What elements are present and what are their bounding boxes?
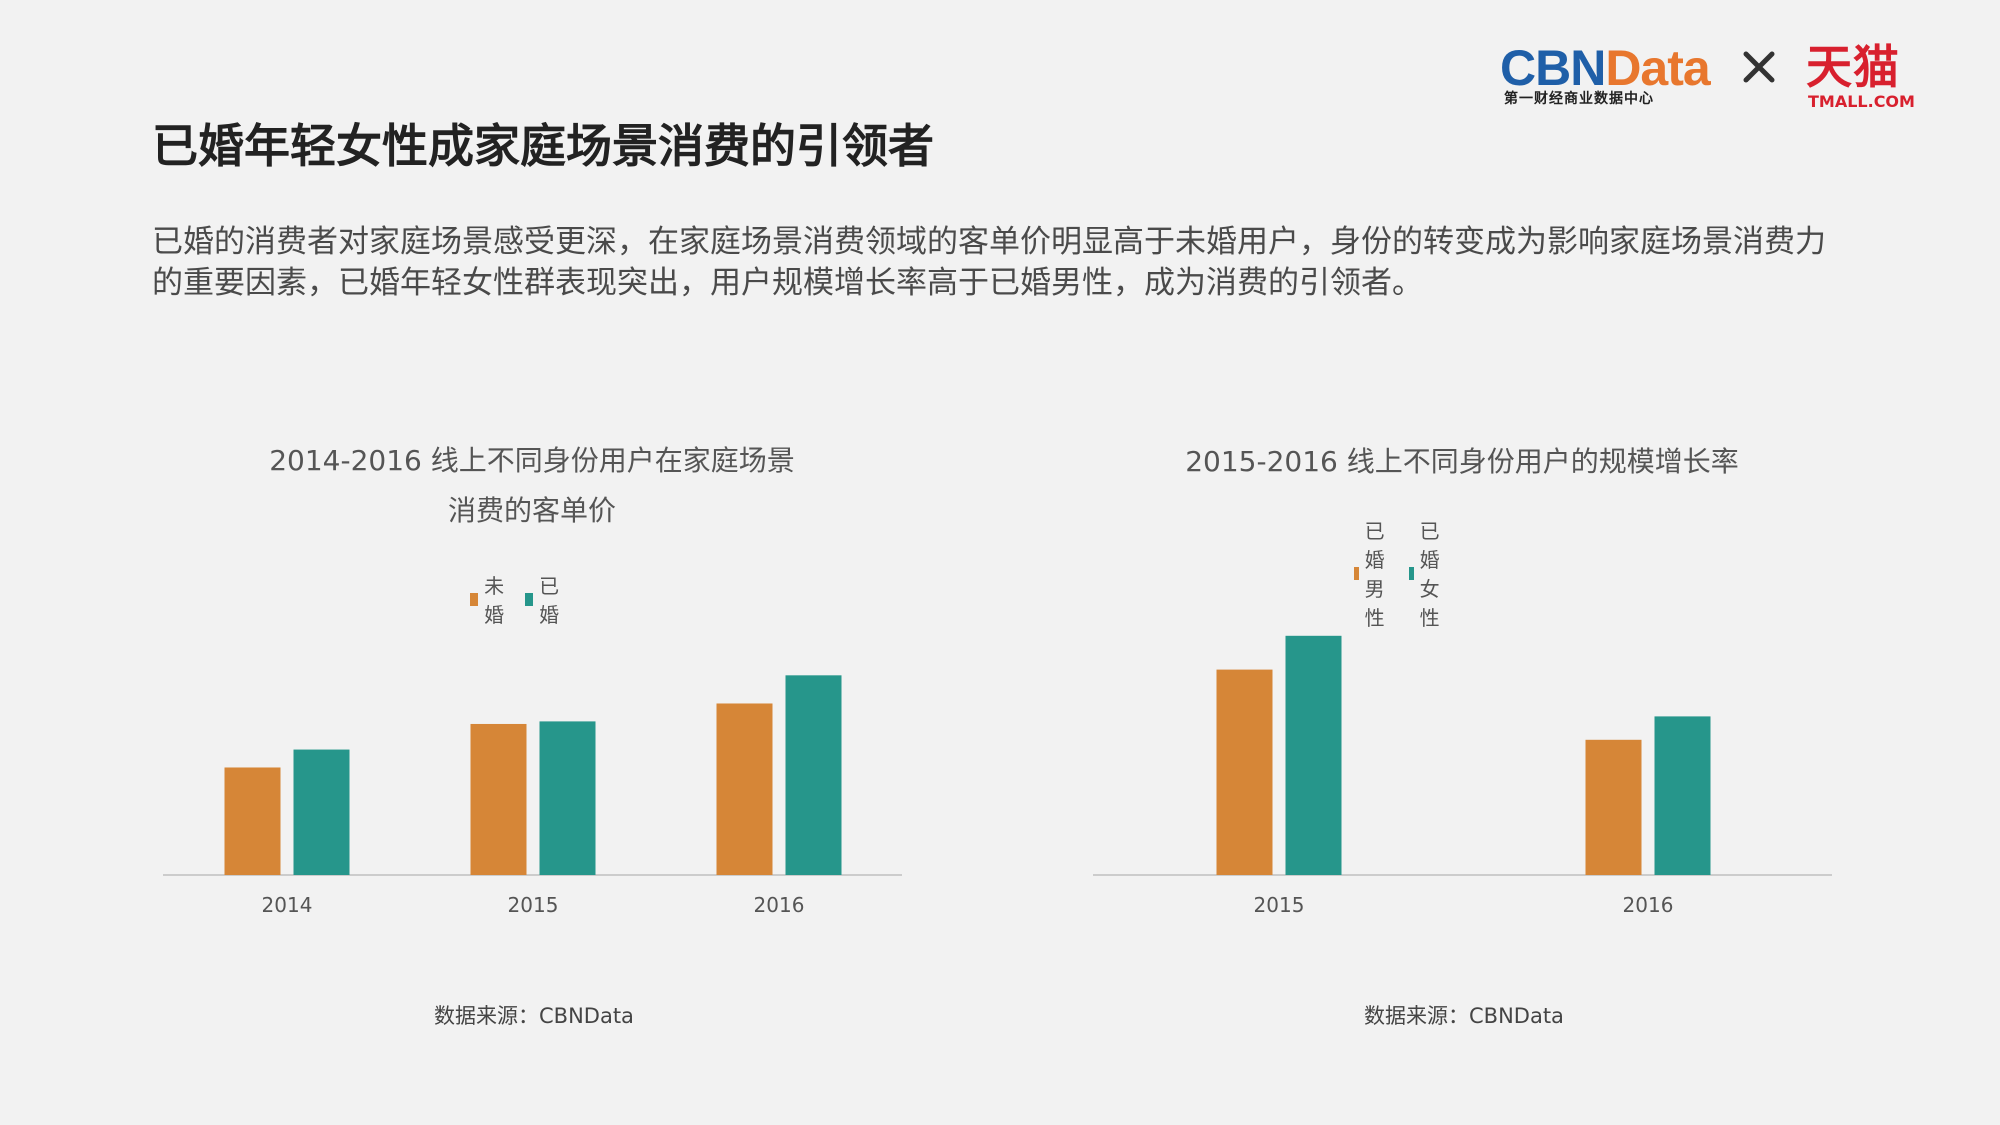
x-tick-label: 2016 [1623, 893, 1674, 917]
legend-swatch [470, 592, 479, 606]
chart-2-legend-item-married-male: 已婚男性 [1354, 515, 1393, 631]
x-tick-label: 2015 [1254, 893, 1305, 917]
legend-swatch [1354, 566, 1359, 580]
x-tick-label: 2014 [262, 893, 313, 917]
chart-1-source: 数据来源：CBNData [434, 1004, 634, 1028]
bar-2015-series2 [1285, 635, 1342, 875]
legend-swatch [1409, 566, 1414, 580]
bar-2016-series2 [785, 675, 842, 875]
page-title: 已婚年轻女性成家庭场景消费的引领者 [152, 119, 934, 173]
cbndata-logo: CBNData 第一财经商业数据中心 [1500, 40, 1720, 120]
chart-2-title-line1: 2015-2016 线上不同身份用户的规模增长率 [1185, 445, 1739, 478]
legend-label: 已婚女性 [1419, 519, 1440, 630]
chart-1-legend: 未婚 已婚 [470, 570, 564, 628]
bar-2015-series1 [1216, 669, 1273, 875]
chart-2-title: 2015-2016 线上不同身份用户的规模增长率 [1092, 437, 1832, 487]
chart-1-title: 2014-2016 线上不同身份用户在家庭场景 消费的客单价 [162, 436, 902, 536]
logo-area: CBNData 第一财经商业数据中心 天猫 TMALL.COM [1500, 40, 1915, 120]
bar-2014-series1 [224, 767, 281, 875]
x-tick-label: 2015 [508, 893, 559, 917]
tmall-logo-text: 天猫 [1806, 40, 1900, 94]
bar-2015-series2 [539, 721, 596, 875]
bar-2016-series1 [716, 703, 773, 875]
times-icon [1743, 51, 1775, 83]
chart-1-legend-item-married: 已婚 [525, 570, 564, 628]
bar-2014-series2 [293, 749, 350, 875]
x-tick-label: 2016 [754, 893, 805, 917]
legend-swatch [525, 592, 534, 606]
cbndata-logo-part1: CBN [1500, 40, 1606, 96]
legend-label: 已婚男性 [1364, 519, 1385, 630]
chart-1-title-line1: 2014-2016 线上不同身份用户在家庭场景 [269, 444, 795, 477]
chart-2-legend: 已婚男性 已婚女性 [1354, 515, 1448, 631]
cbndata-logo-part2: Data [1605, 40, 1710, 96]
cbndata-logo-subtitle: 第一财经商业数据中心 [1504, 91, 1654, 107]
page-summary: 已婚的消费者对家庭场景感受更深，在家庭场景消费领域的客单价明显高于未婚用户，身份… [152, 224, 1826, 301]
bar-2016-series2 [1654, 716, 1711, 875]
tmall-logo: 天猫 TMALL.COM [1806, 40, 1915, 120]
chart-2-legend-item-married-female: 已婚女性 [1409, 515, 1448, 631]
legend-label: 未婚 [484, 574, 505, 627]
chart-1-legend-item-unmarried: 未婚 [470, 570, 509, 628]
bar-2016-series1 [1585, 739, 1642, 875]
legend-label: 已婚 [539, 574, 560, 627]
tmall-logo-subtitle: TMALL.COM [1808, 92, 1915, 111]
chart-1-title-line2: 消费的客单价 [447, 494, 616, 527]
bar-2015-series1 [470, 723, 527, 875]
chart-2-source: 数据来源：CBNData [1364, 1004, 1564, 1028]
